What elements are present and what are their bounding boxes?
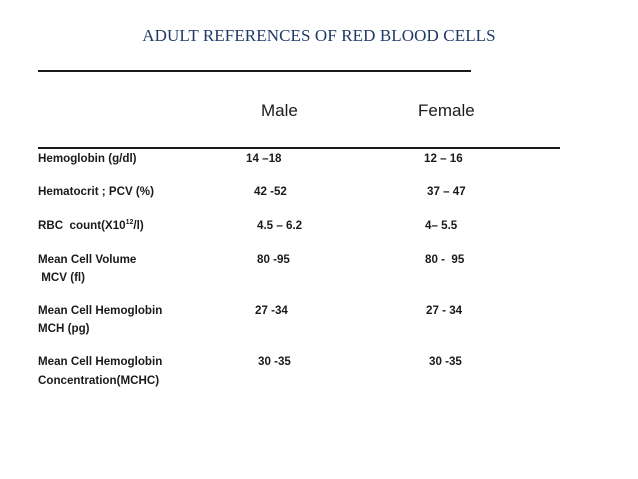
row-male-range: 27 -34 <box>255 304 288 317</box>
row-female-range: 4– 5.5 <box>425 219 458 232</box>
row-parameter-line2: Concentration(MCHC) <box>38 374 160 387</box>
row-male-range: 14 –18 <box>246 152 282 165</box>
header-divider <box>38 147 560 149</box>
row-parameter-exponent: 12 <box>125 219 134 227</box>
row-female-range: 80 - 95 <box>425 253 465 266</box>
row-parameter: Mean Cell Hemoglobin <box>38 355 163 368</box>
page-title: ADULT REFERENCES OF RED BLOOD CELLS <box>142 26 496 45</box>
row-female-range: 27 - 34 <box>426 304 463 317</box>
row-female-range: 37 – 47 <box>427 185 466 198</box>
row-parameter: Mean Cell Hemoglobin <box>38 304 163 317</box>
row-male-range: 42 -52 <box>254 185 287 198</box>
row-female-range: 30 -35 <box>429 355 462 368</box>
row-parameter: RBC count(X1012/l) <box>38 219 144 233</box>
row-parameter-line2: MCV (fl) <box>38 271 86 284</box>
row-male-range: 4.5 – 6.2 <box>257 219 303 232</box>
row-male-range: 30 -35 <box>258 355 291 368</box>
row-parameter: Mean Cell Volume <box>38 253 137 266</box>
row-male-range: 80 -95 <box>257 253 290 266</box>
row-parameter-line2: MCH (pg) <box>38 322 90 335</box>
column-header-female: Female <box>418 101 475 120</box>
row-parameter-text: RBC count(X10 <box>38 219 126 232</box>
row-parameter-unit: /l) <box>133 219 144 232</box>
row-parameter: Hemoglobin (g/dl) <box>38 152 137 165</box>
title-divider <box>38 70 471 72</box>
row-parameter: Hematocrit ; PCV (%) <box>38 185 154 198</box>
column-header-male: Male <box>261 101 298 120</box>
row-female-range: 12 – 16 <box>424 152 463 165</box>
